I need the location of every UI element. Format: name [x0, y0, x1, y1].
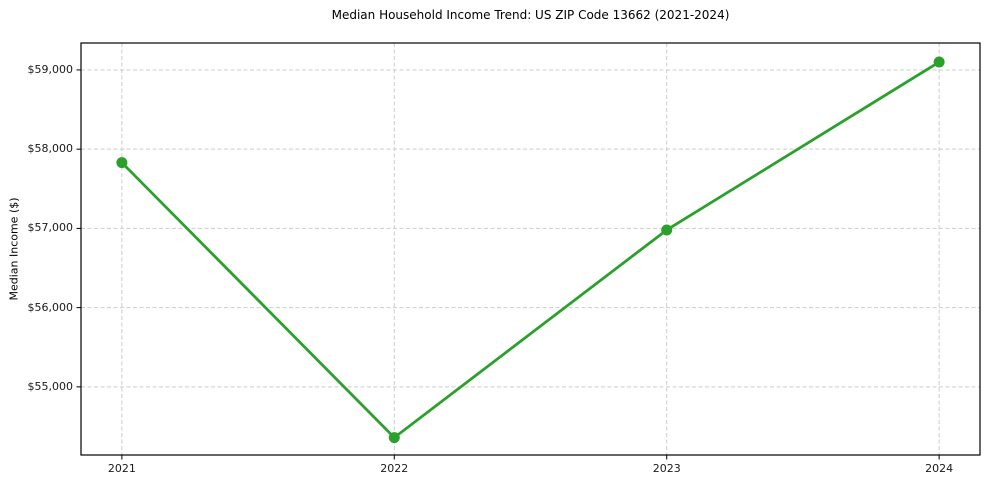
trend-line	[120, 60, 941, 439]
y-tick-label: $59,000	[27, 62, 74, 76]
x-tick-label: 2022	[380, 462, 409, 475]
y-tick-label: $57,000	[27, 221, 74, 235]
x-tick-label: 2021	[107, 462, 136, 475]
chart-title: Median Household Income Trend: US ZIP Co…	[331, 8, 730, 22]
y-tick-label: $55,000	[27, 379, 74, 393]
plot-border	[80, 42, 981, 456]
data-point-marker	[116, 157, 128, 169]
data-point-marker	[661, 224, 673, 236]
x-tick-label: 2023	[652, 462, 681, 475]
x-tick-label: 2024	[925, 462, 954, 475]
data-point-marker	[933, 56, 945, 68]
y-tick-label: $58,000	[27, 142, 74, 156]
data-point-marker	[388, 432, 400, 444]
y-tick-label: $56,000	[27, 300, 74, 314]
